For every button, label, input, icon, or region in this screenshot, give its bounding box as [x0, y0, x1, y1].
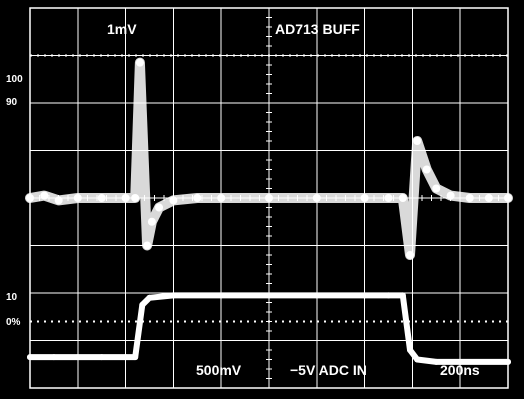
trace-point: [505, 358, 511, 365]
trace-point: [433, 358, 440, 365]
traces: [25, 57, 513, 365]
label-volts-per-div: 500mV: [196, 362, 242, 378]
trace-point: [413, 137, 422, 145]
trace-point: [97, 194, 106, 202]
ref-mark-0: 0%: [6, 317, 21, 328]
trace-point: [146, 294, 153, 301]
trace-point: [139, 301, 146, 308]
trace-point: [98, 354, 105, 361]
trace-point: [131, 194, 140, 202]
trace-point: [385, 292, 392, 299]
label-top-right: AD713 BUFF: [275, 21, 360, 37]
trace-point: [143, 241, 152, 250]
trace-point: [265, 194, 273, 202]
trace-point: [170, 292, 177, 299]
trace-point: [40, 191, 49, 200]
label-time-per-div: 200ns: [440, 362, 480, 378]
trace-point: [217, 194, 226, 202]
trace-point: [135, 58, 144, 67]
trace-point: [504, 194, 512, 202]
trace-point: [121, 194, 130, 202]
trace-point: [313, 292, 320, 299]
trace-point: [193, 194, 202, 202]
trace-point: [147, 217, 156, 226]
label-signal: −5V ADC IN: [290, 362, 367, 378]
trace-point: [432, 184, 441, 193]
trace-point: [407, 347, 414, 353]
trace-point: [399, 292, 406, 299]
trace-point: [26, 194, 34, 202]
trace-point: [218, 292, 225, 299]
trace-point: [360, 194, 369, 202]
ref-mark-10: 10: [6, 292, 18, 303]
trace-point: [446, 191, 455, 200]
trace-point: [266, 292, 272, 299]
trace-point: [50, 354, 57, 361]
trace-point: [484, 194, 493, 202]
trace-point: [54, 196, 63, 205]
trace-point: [422, 165, 431, 174]
trace-point: [122, 354, 129, 361]
trace-point: [73, 194, 82, 202]
trace-point: [414, 356, 421, 363]
trace-point: [406, 251, 415, 259]
trace-point: [312, 194, 321, 202]
label-top-left: 1mV: [107, 21, 137, 37]
ref-mark-90: 90: [6, 97, 18, 108]
trace-point: [457, 358, 464, 365]
trace-point: [169, 196, 178, 205]
trace-point: [155, 203, 164, 212]
ref-mark-100: 100: [6, 74, 23, 85]
trace-point: [465, 194, 474, 202]
trace-point: [398, 194, 407, 202]
trace-point: [132, 354, 139, 361]
trace-point: [74, 354, 81, 361]
trace-point: [384, 194, 393, 202]
trace-point: [27, 354, 33, 361]
trace-point: [361, 292, 368, 299]
graticule: [29, 7, 509, 389]
